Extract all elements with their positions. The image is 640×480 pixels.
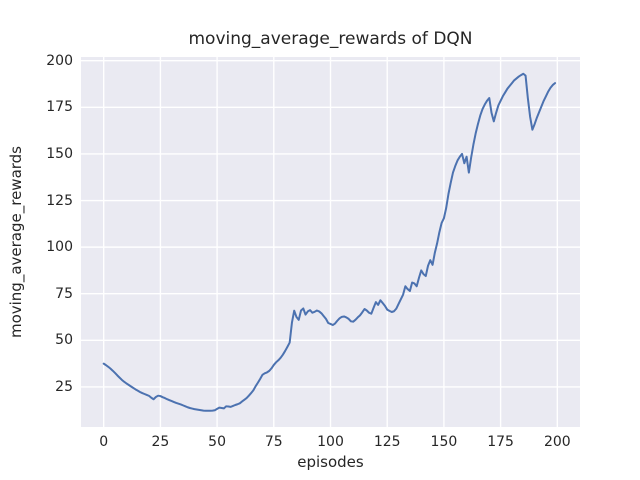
y-tick-label: 150 — [46, 145, 73, 162]
x-tick-label: 50 — [208, 434, 226, 450]
x-tick-label: 125 — [373, 434, 401, 450]
x-tick-label: 175 — [487, 434, 514, 450]
y-tick-label: 200 — [46, 52, 73, 69]
x-tick-label: 100 — [317, 434, 344, 450]
data-line — [102, 72, 557, 412]
y-axis-label: moving_average_rewards — [7, 145, 25, 339]
y-tick-label: 100 — [46, 239, 73, 256]
x-tick-label: 150 — [430, 434, 458, 450]
y-tick-label: 175 — [46, 99, 73, 116]
y-tick-label: 25 — [55, 378, 73, 395]
y-tick-label: 125 — [46, 192, 73, 209]
plot-area — [81, 57, 580, 427]
x-tick-label: 200 — [543, 434, 571, 450]
x-tick-label: 0 — [99, 434, 109, 450]
x-tick-label: 75 — [264, 434, 283, 450]
chart-title: moving_average_rewards of DQN — [188, 29, 473, 49]
plot-canvas — [81, 57, 580, 427]
x-tick-label: 25 — [151, 434, 170, 450]
y-tick-label: 50 — [55, 332, 73, 349]
x-axis-label: episodes — [297, 453, 364, 471]
y-tick-label: 75 — [55, 285, 73, 302]
